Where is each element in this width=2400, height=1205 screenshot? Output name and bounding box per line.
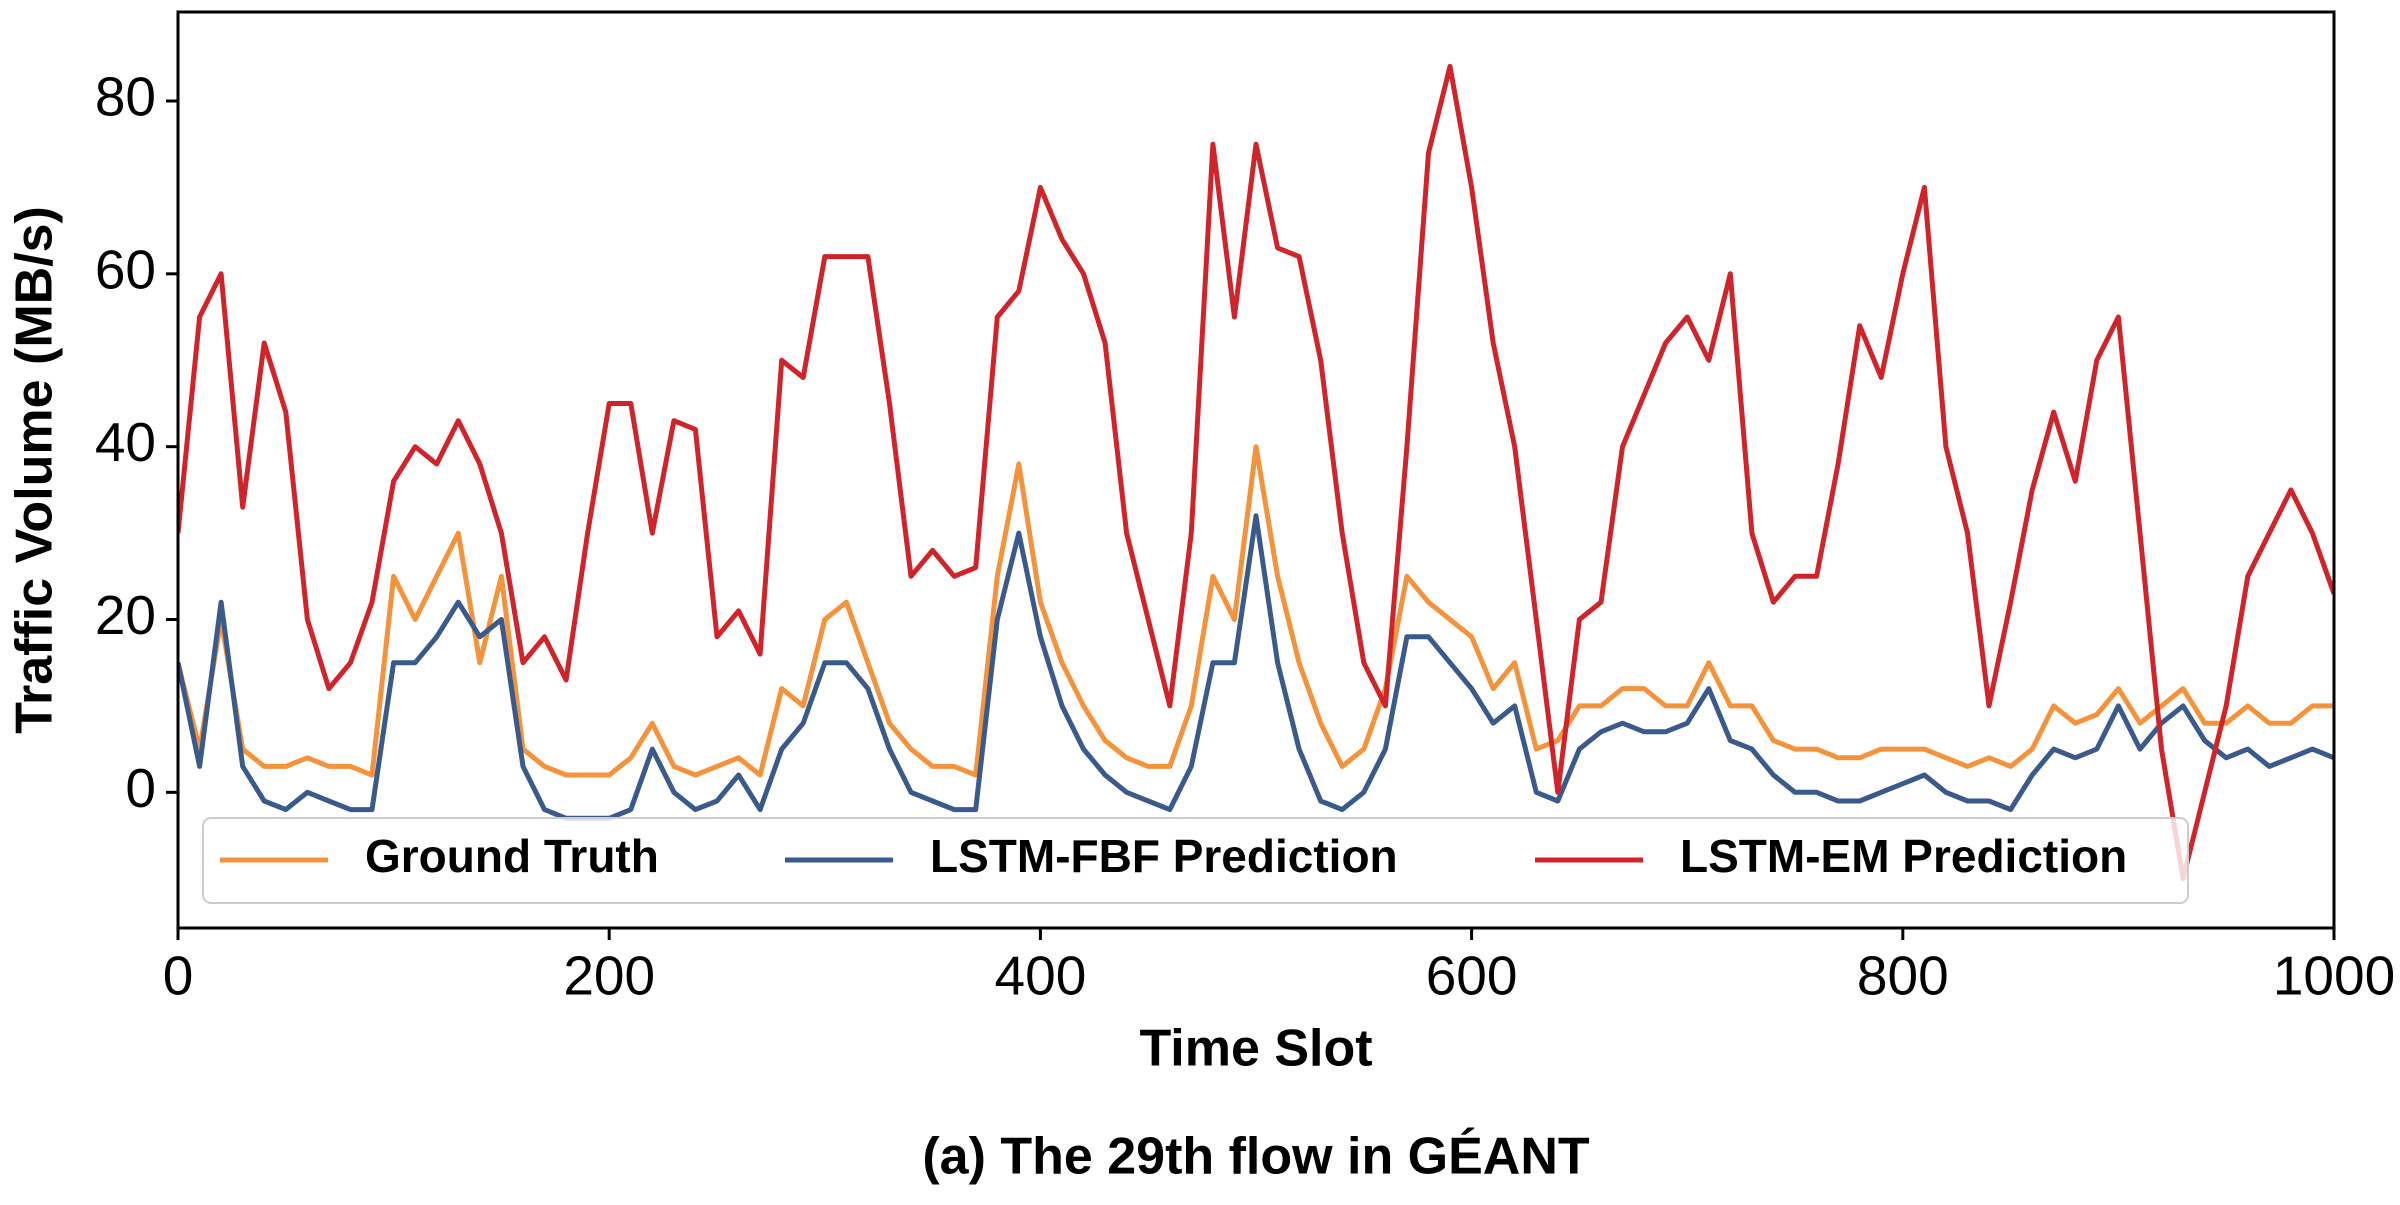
y-tick-label: 0 <box>125 757 156 819</box>
x-tick-label: 1000 <box>2273 945 2395 1007</box>
axes-frame <box>176 10 2336 930</box>
x-tick-label: 0 <box>163 945 194 1007</box>
y-tick-label: 20 <box>95 584 156 646</box>
legend-label: LSTM-EM Prediction <box>1680 830 2127 882</box>
y-tick-label: 40 <box>95 411 156 473</box>
legend-box <box>202 817 2189 904</box>
y-axis-label: Traffic Volume (MB/s) <box>6 206 64 734</box>
legend-label: LSTM-FBF Prediction <box>930 830 1398 882</box>
series-line <box>178 513 2334 821</box>
caption: (a) The 29th flow in GÉANT <box>922 1128 1590 1186</box>
x-tick-label: 200 <box>563 945 655 1007</box>
x-tick-label: 800 <box>1857 945 1949 1007</box>
series-line <box>178 63 2334 882</box>
y-tick-label: 60 <box>95 238 156 300</box>
x-axis-label: Time Slot <box>1139 1020 1372 1078</box>
x-tick-label: 400 <box>995 945 1087 1007</box>
series-line <box>178 444 2334 778</box>
plot-area <box>178 63 2334 882</box>
legend: Ground Truth LSTM-FBF Prediction LSTM-EM P… <box>202 817 2189 904</box>
x-tick-label: 600 <box>1426 945 1518 1007</box>
y-tick-label: 80 <box>95 66 156 128</box>
legend-label: Ground Truth <box>365 830 659 882</box>
